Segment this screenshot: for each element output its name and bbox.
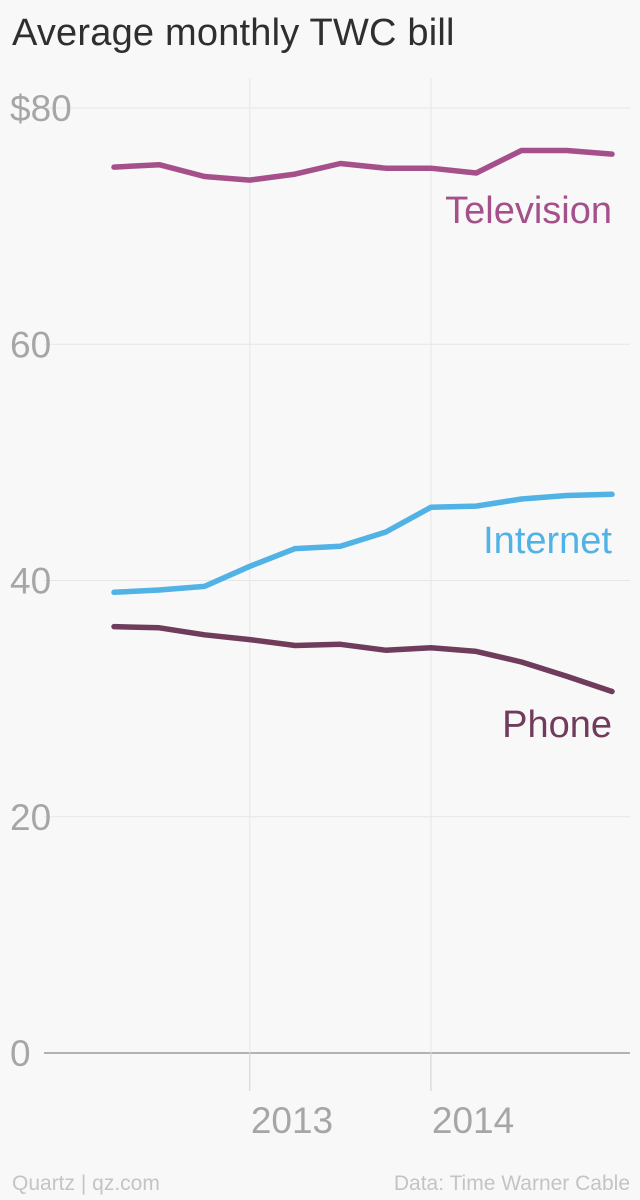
y-tick-label: 0 — [10, 1033, 31, 1074]
y-tick-label: 20 — [10, 797, 51, 838]
y-tick-label: 40 — [10, 561, 51, 602]
y-tick-label: 60 — [10, 324, 51, 365]
series-label-television: Television — [445, 190, 612, 232]
x-tick-label: 2014 — [432, 1100, 514, 1141]
footer-source: Data: Time Warner Cable — [393, 1172, 630, 1195]
series-line-phone — [111, 623, 615, 695]
series-lines — [111, 147, 615, 695]
series-label-internet: Internet — [483, 520, 612, 562]
series-label-phone: Phone — [502, 704, 612, 746]
y-axis-tick-labels: 0 20 40 60 $80 — [10, 88, 72, 1074]
chart-title: Average monthly TWC bill — [12, 12, 455, 54]
x-tick-label: 2013 — [251, 1100, 333, 1141]
series-line-internet — [111, 491, 615, 596]
series-labels: Television Internet Phone — [445, 190, 612, 746]
series-line-television — [111, 147, 615, 183]
x-axis-tick-labels: 2013 2014 — [251, 1100, 514, 1141]
y-tick-label: $80 — [10, 88, 72, 129]
footer-credit: Quartz | qz.com — [12, 1172, 160, 1195]
